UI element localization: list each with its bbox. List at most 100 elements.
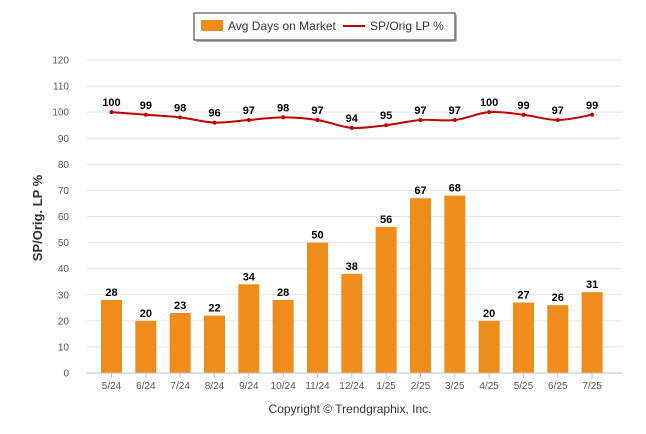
line-point [452,117,457,122]
line-point [143,112,148,117]
x-tick-label: 1/25 [376,381,396,392]
line-series [109,110,595,130]
bar-data-label: 50 [311,230,323,242]
bar [547,305,569,373]
line-point [418,117,423,122]
x-tick-label: 4/25 [479,381,499,392]
legend-bar-swatch [201,20,223,31]
bar-data-label: 67 [414,185,426,197]
y-tick-label: 80 [58,160,70,171]
x-tick-label: 7/25 [582,381,602,392]
x-tick-label: 5/25 [514,381,534,392]
line-point [109,110,114,115]
y-tick-label: 10 [58,342,70,353]
line-data-label: 99 [586,100,598,112]
line-data-label: 100 [102,97,120,109]
y-tick-label: 90 [58,134,70,145]
bar-data-label: 34 [243,271,256,283]
y-tick-label: 40 [58,264,70,275]
y-axis-ticks: 0 10 20 30 40 50 60 70 80 90 100 110 120 [52,56,69,380]
bar [306,242,328,373]
x-tick-label: 3/25 [445,381,465,392]
bar [135,320,157,373]
bar-data-label: 20 [140,308,152,320]
x-tick-label: 7/24 [170,381,190,392]
bar [581,292,603,373]
line-data-labels: 100 99 98 96 97 98 97 94 95 97 97 100 99 97 99 [102,97,598,125]
bar-data-label: 27 [517,290,529,302]
y-tick-label: 100 [52,108,69,119]
bar [238,284,260,373]
y-axis-label: SP/Orig. LP % [30,174,45,261]
line-data-label: 95 [380,110,392,122]
bar-data-label: 22 [208,303,220,315]
bar-data-label: 28 [105,287,117,299]
line-point [521,112,526,117]
line-point [487,110,492,115]
line-data-label: 100 [480,97,498,109]
bar-data-label: 28 [277,287,289,299]
bar-data-label: 20 [483,308,495,320]
bar [444,195,466,373]
y-tick-label: 70 [58,186,70,197]
bar-data-label: 23 [174,300,186,312]
x-tick-label: 12/24 [339,381,364,392]
bar-data-label: 26 [552,292,564,304]
line-data-label: 98 [277,102,289,114]
line-point [246,117,251,122]
bar-series [101,195,603,373]
bar-data-label: 38 [346,261,358,273]
x-tick-label: 10/24 [271,381,296,392]
bar [409,198,431,373]
line-point [590,112,595,117]
line-data-label: 97 [243,105,255,117]
line-point [315,117,320,122]
x-tick-label: 9/24 [239,381,259,392]
x-tick-label: 8/24 [205,381,225,392]
x-tick-label: 6/25 [548,381,568,392]
bar [341,273,363,373]
x-tick-label: 11/24 [305,381,330,392]
line-data-label: 97 [414,105,426,117]
line-point [212,120,217,125]
bar [478,320,500,373]
legend-bar-label: Avg Days on Market [228,19,336,33]
line-point [384,123,389,128]
bar [169,313,191,373]
bar [101,299,122,373]
y-tick-label: 110 [53,82,69,93]
line-data-label: 96 [208,108,220,120]
copyright-text: Copyright © Trendgraphix, Inc. [269,402,432,416]
y-tick-label: 20 [58,316,70,327]
x-tick-label: 2/25 [411,381,431,392]
x-tick-label: 5/24 [102,381,122,392]
y-tick-label: 60 [58,212,70,223]
y-tick-label: 120 [52,56,69,67]
bar [375,226,397,373]
line-data-label: 99 [140,100,152,112]
legend: Avg Days on Market SP/Orig LP % [193,12,457,42]
bar [203,315,225,373]
line-data-label: 98 [174,102,186,114]
line-data-label: 97 [449,105,461,117]
legend-line-label: SP/Orig LP % [370,19,444,33]
line-data-label: 94 [346,113,359,125]
line-data-label: 97 [552,105,564,117]
line-data-label: 97 [311,105,323,117]
y-tick-label: 50 [58,238,70,249]
line-point [555,117,560,122]
x-axis-ticks: 5/24 6/24 7/24 8/24 9/24 10/24 11/24 12/24 1/25 2… [102,373,602,392]
bar-data-label: 56 [380,214,392,226]
legend-frame [193,12,456,41]
bar [512,302,534,373]
line-data-label: 99 [517,100,529,112]
bar-data-labels: 28 20 23 22 34 28 50 38 56 67 68 20 27 26 31 [105,183,598,320]
line-point [178,115,183,120]
bar-data-label: 31 [586,279,598,291]
y-tick-label: 30 [58,290,70,301]
bar-data-label: 68 [449,183,461,195]
y-tick-label: 0 [63,369,69,380]
bar [272,299,294,373]
line-point [281,115,286,120]
